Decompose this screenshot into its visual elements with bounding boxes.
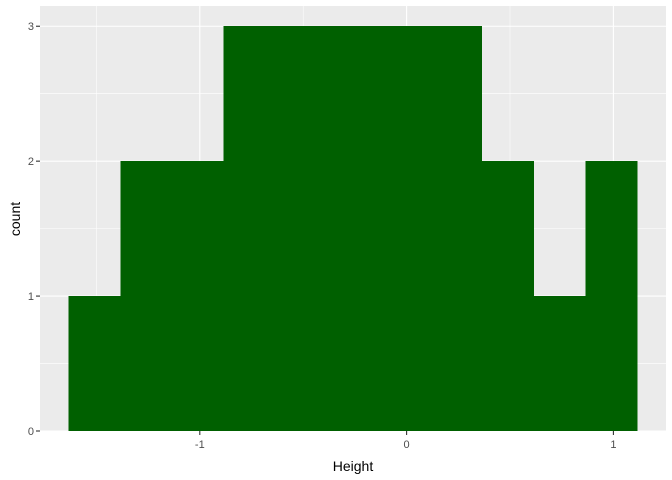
histogram-bar-1 [68,296,121,431]
histogram-bar-10 [533,296,586,431]
y-tick-label: 1 [28,291,34,303]
histogram-bar-9 [482,161,534,431]
x-tick-label: 1 [610,439,616,451]
histogram-bar-7 [378,26,431,431]
y-tick-label: 0 [28,426,34,438]
histogram-bar-3 [171,161,224,431]
histogram-bars [68,26,638,431]
histogram-bar-2 [120,161,172,431]
histogram-bar-8 [430,26,483,431]
axis-ticks [36,25,614,435]
x-tick-label: 0 [404,439,410,451]
y-tick-label: 3 [28,21,34,33]
histogram-bar-11 [585,161,638,431]
histogram-bar-4 [223,26,276,431]
histogram-bar-5 [275,26,328,431]
axis-tick-labels: -1 0 1 0 1 2 3 [28,21,617,451]
x-tick-label: -1 [195,439,205,451]
x-axis-title: Height [333,458,374,474]
y-axis-title: count [7,202,23,236]
y-tick-label: 2 [28,156,34,168]
histogram-bar-6 [327,26,379,431]
